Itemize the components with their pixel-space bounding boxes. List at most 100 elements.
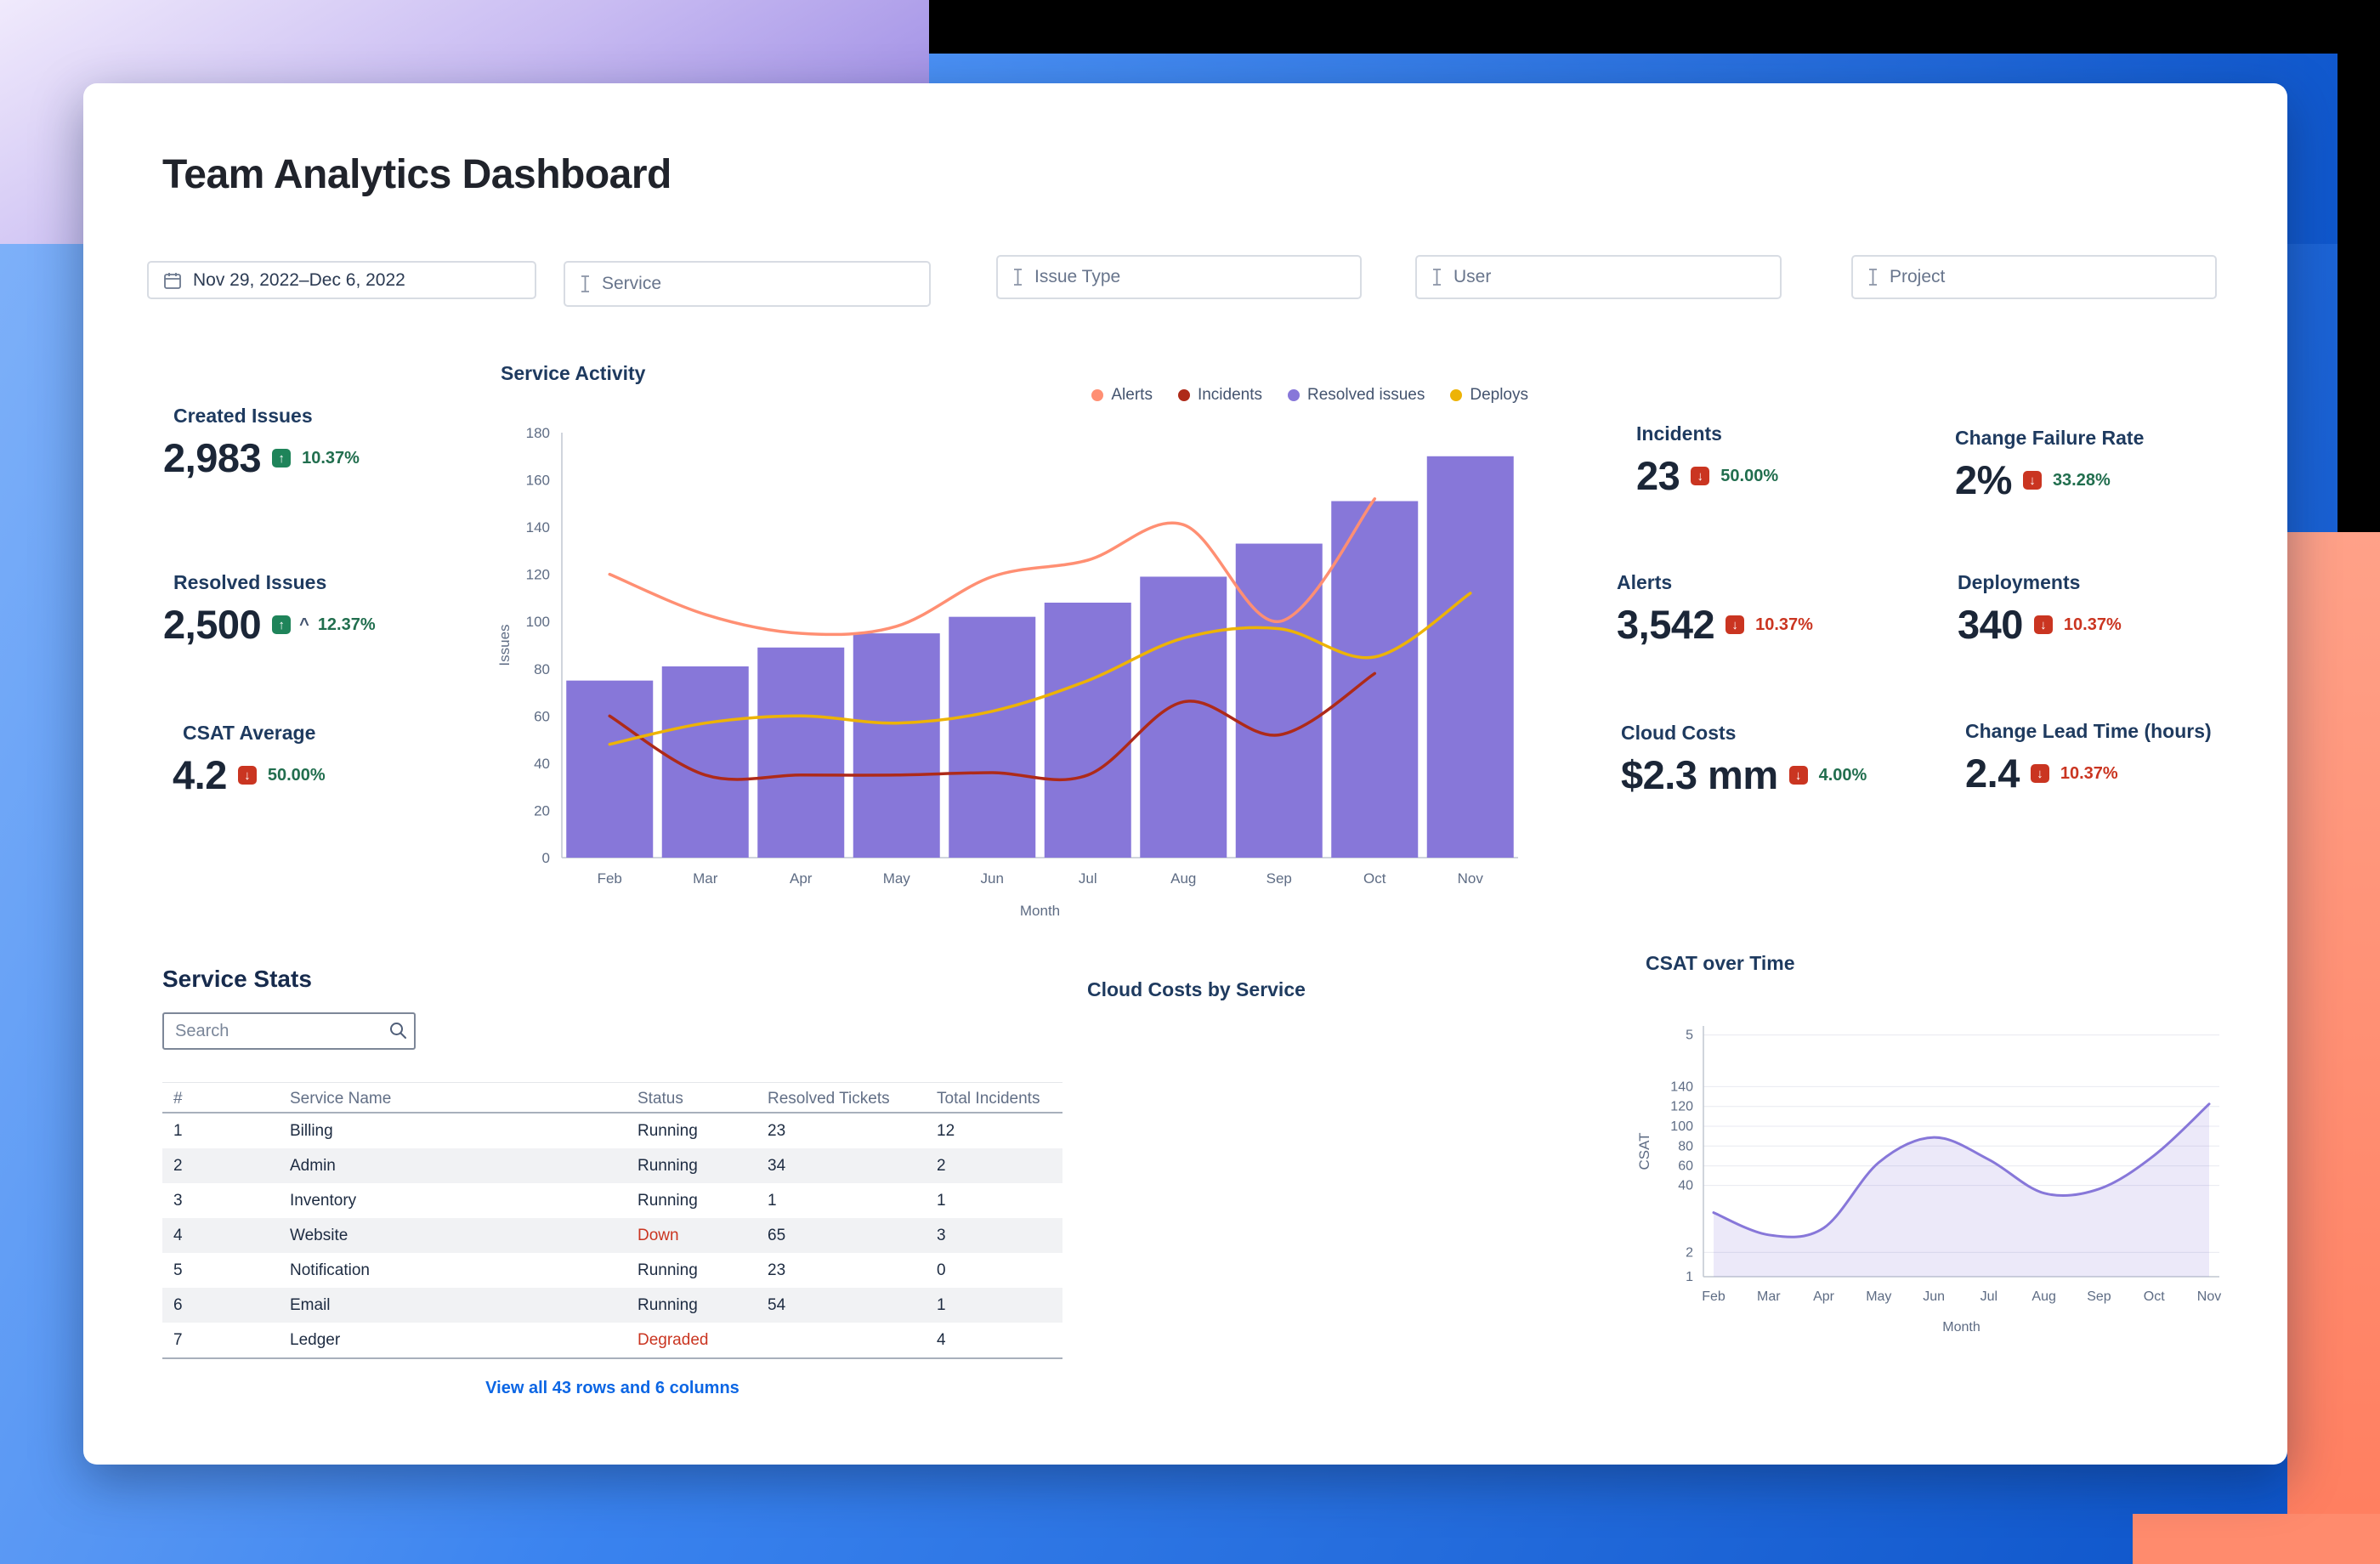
kpi-alerts: Alerts 3,542 ↓ 10.37% (1617, 570, 1813, 647)
axis-tick-label: 180 (526, 425, 550, 441)
axis-tick-label: 80 (1678, 1139, 1693, 1153)
bar-resolved-issues (566, 680, 654, 858)
legend-item-incidents[interactable]: Incidents (1177, 386, 1262, 405)
dashboard-card: Team Analytics Dashboard Nov 29, 2022–De… (83, 83, 2287, 1465)
column-header: Resolved Tickets (768, 1090, 890, 1108)
service-stats-title: Service Stats (162, 966, 312, 992)
filter-project[interactable]: Project (1851, 255, 2217, 299)
axis-tick-label: Aug (2032, 1289, 2055, 1304)
kpi-label: Change Failure Rate (1955, 427, 2145, 449)
table-row: 1 Billing Running 23 12 (162, 1114, 1062, 1148)
table-cell: 1 (937, 1192, 946, 1210)
view-all-rows-link[interactable]: View all 43 rows and 6 columns (485, 1379, 740, 1397)
kpi-delta: 10.37% (1755, 615, 1813, 634)
service-activity-chart: 0 20 40 60 80 100 120 140 160 180 Feb Mar Apr May Jun J… (496, 425, 1518, 919)
axis-tick-label: Sep (2087, 1289, 2111, 1304)
table-cell: Website (290, 1227, 348, 1244)
axis-tick-label: 120 (526, 567, 550, 583)
table-cell: Notification (290, 1261, 370, 1279)
table-row: 5 Notification Running 23 0 (162, 1253, 1062, 1288)
axis-tick-label: Jun (981, 870, 1004, 887)
axis-tick-label: 60 (1678, 1159, 1693, 1174)
bar-resolved-issues (1235, 543, 1323, 858)
kpi-value: 23 (1636, 453, 1680, 498)
axis-tick-label: 40 (534, 756, 550, 772)
table-cell: 4 (937, 1331, 946, 1349)
kpi-label: Resolved Issues (173, 571, 327, 593)
kpi-delta: 10.37% (2063, 615, 2122, 634)
legend-label: Alerts (1111, 386, 1153, 404)
kpi-delta: 50.00% (267, 765, 326, 785)
axis-tick-label: 100 (526, 614, 550, 630)
table-row: 4 Website Down 65 3 (162, 1218, 1062, 1253)
table-cell: 3 (937, 1227, 946, 1244)
column-header: # (173, 1090, 183, 1108)
status-cell: Running (638, 1261, 698, 1279)
bar-resolved-issues (949, 616, 1036, 858)
axis-tick-label: Month (1942, 1320, 1980, 1334)
table-cell: 1 (173, 1122, 183, 1140)
column-header: Status (638, 1090, 683, 1108)
table-cell: Email (290, 1296, 331, 1314)
legend-label: Resolved issues (1307, 386, 1425, 404)
kpi-label: Cloud Costs (1621, 722, 1737, 744)
legend-dot-icon (1091, 389, 1104, 401)
cloud-costs-title: Cloud Costs by Service (1087, 978, 1306, 1000)
csat-line (1712, 1102, 2211, 1238)
table-cell: 2 (937, 1157, 946, 1175)
text-cursor-icon (579, 275, 592, 293)
kpi-resolved-issues: Resolved Issues 2,500 ↑ ^ 12.37% (163, 570, 376, 647)
date-range-value: Nov 29, 2022–Dec 6, 2022 (193, 269, 405, 290)
trend-down-icon: ↓ (2030, 764, 2049, 783)
kpi-created-issues: Created Issues 2,983 ↑ 10.37% (163, 404, 360, 480)
table-cell: 65 (768, 1227, 786, 1244)
csat-over-time-chart: 5 140 120 100 80 60 40 2 1 Feb Mar Apr May Jun Jul Aug S… (1636, 1026, 2221, 1334)
table-cell: 6 (173, 1296, 183, 1314)
kpi-change-lead-time: Change Lead Time (hours) 2.4 ↓ 10.37% (1965, 719, 2212, 796)
legend-item-resolved-issues[interactable]: Resolved issues (1288, 386, 1425, 405)
legend-label: Incidents (1197, 386, 1262, 404)
filter-service[interactable]: Service (564, 261, 931, 307)
filter-issue-type[interactable]: Issue Type (996, 255, 1362, 299)
kpi-delta: 33.28% (2052, 470, 2111, 490)
axis-tick-label: 0 (542, 850, 550, 866)
table-cell: Admin (290, 1157, 336, 1175)
filter-user[interactable]: User (1415, 255, 1782, 299)
axis-tick-label: Month (1020, 903, 1060, 919)
axis-tick-label: 2 (1686, 1245, 1693, 1260)
kpi-label: Change Lead Time (hours) (1965, 720, 2212, 742)
axis-tick-label: Sep (1266, 870, 1292, 887)
date-range-filter[interactable]: Nov 29, 2022–Dec 6, 2022 (147, 261, 536, 299)
status-cell: Running (638, 1157, 698, 1175)
filter-placeholder: User (1454, 267, 1492, 286)
service-activity-title: Service Activity (501, 362, 646, 384)
table-header-row: # Service Name Status Resolved Tickets Total… (162, 1082, 1062, 1114)
table-row: 2 Admin Running 34 2 (162, 1148, 1062, 1183)
axis-tick-label: Nov (1458, 870, 1484, 887)
y-axis-title: CSAT (1636, 1132, 1652, 1170)
trend-down-icon: ↓ (1691, 467, 1710, 485)
legend-label: Deploys (1470, 386, 1528, 404)
background-orange-right-block (2287, 532, 2380, 1564)
trend-down-icon: ↓ (2033, 615, 2053, 634)
text-cursor-icon (1867, 268, 1879, 286)
csat-over-time-title: CSAT over Time (1646, 952, 1795, 974)
table-cell: 2 (173, 1157, 183, 1175)
page-title: Team Analytics Dashboard (162, 152, 672, 197)
table-cell: 3 (173, 1192, 183, 1210)
axis-tick-label: 140 (1670, 1080, 1693, 1094)
legend-item-alerts[interactable]: Alerts (1091, 386, 1153, 405)
table-cell: 54 (768, 1296, 786, 1314)
search-input[interactable] (162, 1012, 416, 1050)
trend-down-icon: ↓ (237, 766, 257, 785)
filter-placeholder: Issue Type (1034, 267, 1121, 286)
table-cell: 12 (937, 1122, 955, 1140)
bar-resolved-issues (853, 633, 940, 858)
legend-item-deploys[interactable]: Deploys (1450, 386, 1528, 405)
axis-tick-label: Mar (1757, 1289, 1781, 1304)
csat-area-fill (1714, 1103, 2209, 1277)
axis-tick-label: Jun (1923, 1289, 1945, 1304)
legend-dot-icon (1450, 389, 1463, 401)
axis-tick-label: Mar (693, 870, 718, 887)
